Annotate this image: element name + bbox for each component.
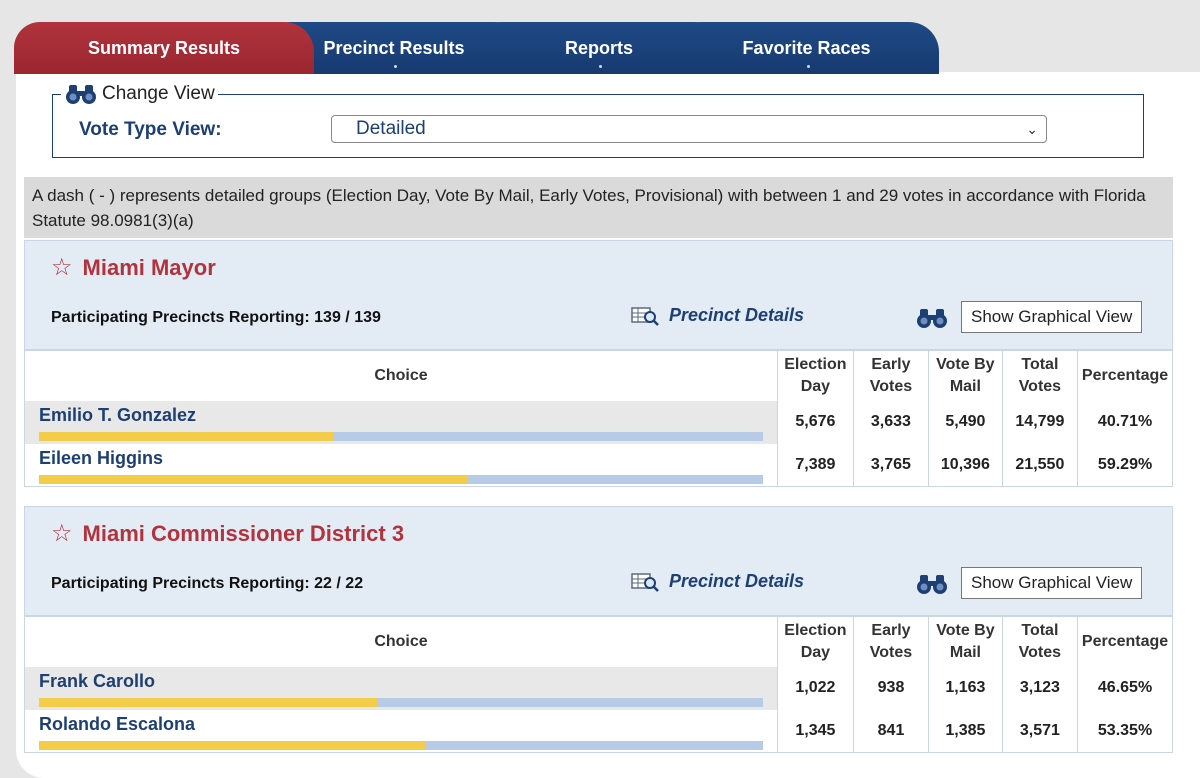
col-percentage: Percentage: [1077, 350, 1173, 401]
col-choice: Choice: [24, 350, 778, 401]
col-election-day: Election Day: [777, 616, 854, 667]
binoculars-icon[interactable]: [915, 307, 949, 329]
star-outline-icon[interactable]: ☆: [51, 254, 73, 281]
total-votes: 14,799: [1001, 400, 1078, 444]
race-title: ☆ Miami Mayor: [51, 253, 216, 282]
magnifier-table-icon: [631, 572, 659, 592]
precincts-reporting: Participating Precincts Reporting: 139 /…: [51, 309, 381, 326]
results-table: Choice Election Day Early Votes Vote By …: [24, 616, 1173, 753]
candidate-name: Rolando Escalona: [39, 713, 196, 734]
precinct-details-label: Precinct Details: [669, 305, 805, 325]
tab-dot: [806, 65, 810, 68]
col-percentage: Percentage: [1077, 616, 1173, 667]
early-votes: 841: [852, 709, 929, 753]
tab-bar: Summary Results Precinct Results Reports…: [14, 22, 944, 74]
tab-label: Favorite Races: [742, 37, 871, 58]
change-view-title: Change View: [102, 83, 215, 104]
col-choice: Choice: [24, 616, 778, 667]
col-total-votes: Total Votes: [1001, 616, 1078, 667]
tab-label: Reports: [564, 37, 633, 58]
vote-share-bar: [39, 431, 763, 441]
candidate-cell: Emilio T. Gonzalez: [24, 400, 778, 444]
col-early-votes: Early Votes: [852, 350, 929, 401]
candidate-name: Emilio T. Gonzalez: [39, 404, 197, 425]
percentage: 59.29%: [1077, 443, 1173, 487]
election-day-votes: 5,676: [777, 400, 854, 444]
percentage: 53.35%: [1077, 709, 1173, 753]
candidate-cell: Eileen Higgins: [25, 444, 778, 487]
tab-dot: [394, 65, 397, 68]
vote-share-fill: [39, 697, 377, 707]
change-view-fieldset: Change View Vote Type View: Detailed ⌄: [52, 83, 1144, 158]
candidate-name: Eileen Higgins: [39, 447, 164, 468]
vote-by-mail-votes: 5,490: [928, 400, 1003, 444]
dash-notice: A dash ( - ) represents detailed groups …: [24, 177, 1173, 238]
total-votes: 21,550: [1001, 443, 1078, 487]
table-row: Eileen Higgins 7,389 3,765 10,396 21,550…: [25, 443, 1173, 487]
magnifier-table-icon: [631, 306, 659, 326]
star-outline-icon[interactable]: ☆: [51, 520, 73, 547]
election-day-votes: 1,022: [777, 666, 854, 710]
table-row: Rolando Escalona 1,345 841 1,385 3,571 5…: [25, 709, 1173, 753]
race-title: ☆ Miami Commissioner District 3: [51, 519, 404, 548]
chevron-down-icon: ⌄: [1026, 121, 1038, 137]
election-day-votes: 1,345: [777, 709, 854, 753]
show-graphical-view-button[interactable]: Show Graphical View: [961, 301, 1143, 333]
tab-label: Precinct Results: [323, 37, 465, 58]
percentage: 46.65%: [1077, 666, 1173, 710]
precinct-details-link[interactable]: Precinct Details: [631, 305, 804, 326]
race-title-text: Miami Commissioner District 3: [82, 520, 405, 546]
vote-by-mail-votes: 1,163: [928, 666, 1003, 710]
race-header: ☆ Miami Commissioner District 3 Particip…: [24, 506, 1173, 616]
vote-share-fill: [39, 431, 334, 441]
table-header-row: Choice Election Day Early Votes Vote By …: [24, 350, 1173, 401]
col-total-votes: Total Votes: [1001, 350, 1078, 401]
precincts-reporting: Participating Precincts Reporting: 22 / …: [51, 575, 364, 592]
vote-by-mail-votes: 10,396: [928, 443, 1003, 487]
vote-share-bar: [39, 474, 763, 484]
race-title-text: Miami Mayor: [82, 254, 216, 280]
results-table: Choice Election Day Early Votes Vote By …: [24, 350, 1173, 487]
precinct-details-link[interactable]: Precinct Details: [631, 571, 804, 592]
show-graphical-view-button[interactable]: Show Graphical View: [961, 567, 1143, 599]
election-day-votes: 7,389: [777, 443, 854, 487]
col-vote-by-mail: Vote By Mail: [928, 616, 1003, 667]
precinct-details-label: Precinct Details: [669, 571, 805, 591]
early-votes: 3,633: [852, 400, 929, 444]
vote-share-fill: [39, 740, 426, 750]
binoculars-icon: [64, 83, 98, 105]
col-election-day: Election Day: [777, 350, 854, 401]
tab-summary-results[interactable]: Summary Results: [14, 22, 314, 74]
early-votes: 938: [852, 666, 929, 710]
table-header-row: Choice Election Day Early Votes Vote By …: [24, 616, 1173, 667]
vote-type-select[interactable]: Detailed ⌄: [331, 115, 1047, 143]
table-row: Frank Carollo 1,022 938 1,163 3,123 46.6…: [24, 666, 1173, 710]
early-votes: 3,765: [852, 443, 929, 487]
vote-type-label: Vote Type View:: [79, 119, 222, 140]
percentage: 40.71%: [1077, 400, 1173, 444]
vote-share-bar: [39, 697, 763, 707]
vote-share-bar: [39, 740, 763, 750]
vote-type-selected: Detailed: [356, 118, 426, 139]
tab-label: Summary Results: [87, 37, 241, 58]
tab-dot: [599, 65, 602, 68]
change-view-legend: Change View: [61, 83, 218, 105]
table-row: Emilio T. Gonzalez 5,676 3,633 5,490 14,…: [24, 400, 1173, 444]
candidate-cell: Frank Carollo: [24, 666, 778, 710]
candidate-cell: Rolando Escalona: [25, 710, 778, 753]
col-early-votes: Early Votes: [852, 616, 929, 667]
total-votes: 3,123: [1001, 666, 1078, 710]
vote-share-fill: [39, 474, 469, 484]
vote-by-mail-votes: 1,385: [928, 709, 1003, 753]
col-vote-by-mail: Vote By Mail: [928, 350, 1003, 401]
race-header: ☆ Miami Mayor Participating Precincts Re…: [24, 240, 1173, 350]
total-votes: 3,571: [1001, 709, 1078, 753]
binoculars-icon[interactable]: [915, 573, 949, 595]
candidate-name: Frank Carollo: [39, 670, 156, 691]
